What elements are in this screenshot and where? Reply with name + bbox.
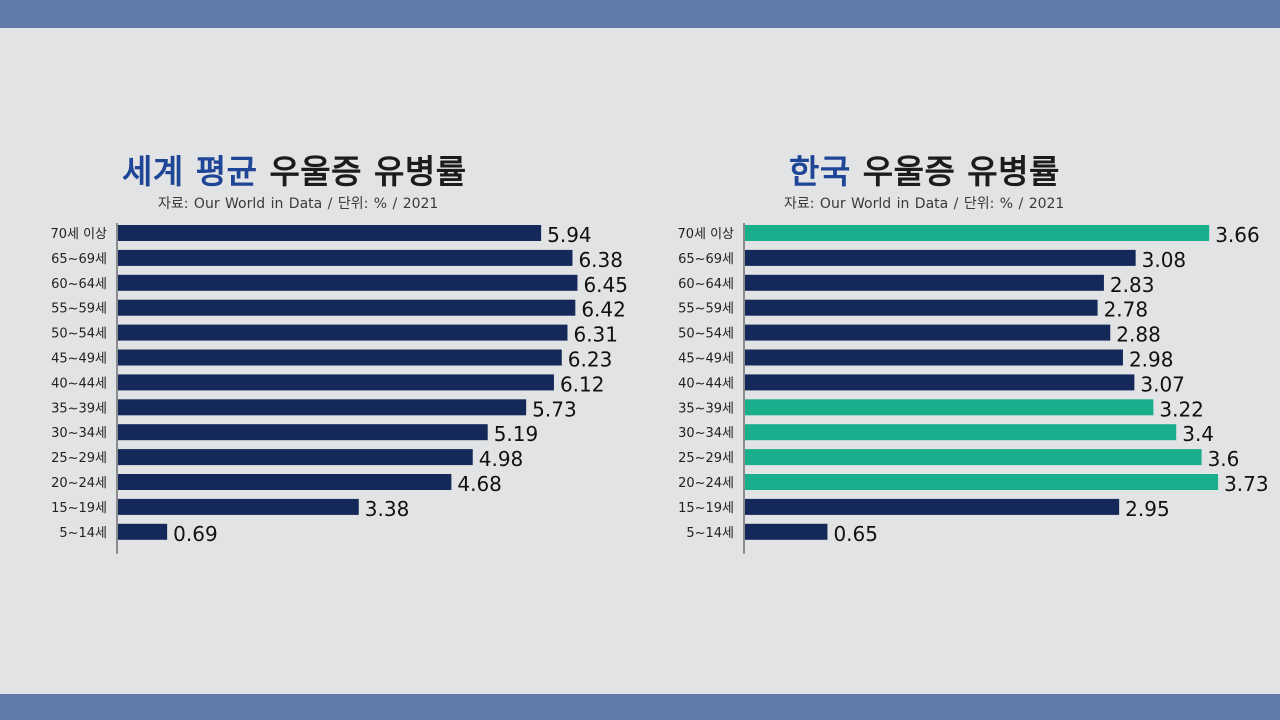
category-label: 25~29세 — [51, 451, 107, 466]
category-label: 15~19세 — [51, 501, 107, 516]
right-title-rest: 우울증 유병률 — [862, 152, 1060, 191]
value-label: 5.73 — [532, 397, 577, 421]
category-label: 60~64세 — [678, 277, 734, 292]
value-label: 4.68 — [457, 472, 502, 496]
bar — [745, 374, 1135, 391]
value-label: 3.08 — [1142, 248, 1187, 272]
value-label: 3.07 — [1140, 372, 1185, 396]
category-label: 25~29세 — [678, 451, 734, 466]
category-label: 30~34세 — [678, 426, 734, 441]
bottom-band — [0, 694, 1280, 720]
value-label: 2.88 — [1116, 323, 1161, 347]
value-label: 6.45 — [583, 273, 628, 297]
value-label: 3.66 — [1215, 223, 1260, 247]
bar — [118, 449, 473, 466]
category-label: 50~54세 — [51, 327, 107, 342]
category-label: 5~14세 — [59, 526, 107, 541]
bar — [745, 225, 1210, 241]
bar — [745, 498, 1120, 515]
category-label: 45~49세 — [678, 352, 734, 367]
bar — [118, 399, 527, 416]
value-label: 6.23 — [568, 348, 613, 372]
right-title-accent: 한국 — [789, 152, 851, 191]
value-label: 6.38 — [578, 248, 623, 272]
bar — [118, 424, 488, 441]
value-label: 4.98 — [479, 447, 524, 471]
value-label: 5.94 — [547, 223, 592, 247]
value-label: 3.4 — [1182, 422, 1214, 446]
value-label: 2.95 — [1125, 497, 1170, 521]
value-label: 0.69 — [173, 522, 218, 546]
value-label: 3.38 — [365, 497, 410, 521]
bar — [118, 349, 562, 366]
bar — [745, 249, 1136, 266]
category-label: 55~59세 — [678, 302, 734, 317]
value-label: 6.31 — [573, 323, 618, 347]
bar — [745, 523, 828, 540]
category-label: 15~19세 — [678, 501, 734, 516]
bar — [118, 324, 568, 341]
value-label: 2.78 — [1104, 298, 1149, 322]
category-label: 20~24세 — [51, 476, 107, 491]
bar — [118, 474, 452, 490]
category-label: 30~34세 — [51, 426, 107, 441]
category-label: 5~14세 — [686, 526, 734, 541]
left-title-accent: 세계 평균 — [122, 152, 258, 191]
left-bar-chart: 70세 이상 5.94 65~69세 6.38 60~64세 6.45 55~59세 6.42… — [50, 223, 628, 554]
bar — [118, 523, 168, 540]
bar — [745, 399, 1154, 416]
category-label: 70세 이상 — [50, 227, 107, 242]
bar — [745, 274, 1104, 291]
value-label: 5.19 — [494, 422, 539, 446]
category-label: 40~44세 — [51, 376, 107, 391]
bar — [118, 225, 542, 241]
category-label: 20~24세 — [678, 476, 734, 491]
bar — [745, 349, 1123, 366]
bar — [745, 449, 1202, 466]
category-label: 35~39세 — [678, 401, 734, 416]
value-label: 2.98 — [1129, 348, 1174, 372]
bar — [118, 498, 359, 515]
left-title-rest: 우울증 유병률 — [269, 152, 467, 191]
bar — [118, 274, 578, 291]
top-band — [0, 0, 1280, 28]
value-label: 3.22 — [1159, 397, 1204, 421]
category-label: 40~44세 — [678, 376, 734, 391]
right-bar-chart: 70세 이상 3.66 65~69세 3.08 60~64세 2.83 55~59세 2.78… — [677, 223, 1269, 554]
bar — [118, 299, 576, 316]
category-label: 45~49세 — [51, 352, 107, 367]
category-label: 65~69세 — [51, 252, 107, 267]
bar — [118, 374, 554, 391]
value-label: 3.73 — [1224, 472, 1269, 496]
bar — [118, 249, 573, 266]
category-label: 65~69세 — [678, 252, 734, 267]
left-chart-subtitle: 자료: Our World in Data / 단위: % / 2021 — [158, 196, 439, 212]
right-chart-title: 한국 우울증 유병률 — [789, 148, 1060, 196]
bar — [745, 424, 1177, 441]
value-label: 6.12 — [560, 372, 605, 396]
category-label: 50~54세 — [678, 327, 734, 342]
bar — [745, 324, 1111, 341]
category-label: 70세 이상 — [677, 227, 734, 242]
value-label: 0.65 — [833, 522, 878, 546]
category-label: 55~59세 — [51, 302, 107, 317]
right-chart-subtitle: 자료: Our World in Data / 단위: % / 2021 — [784, 196, 1065, 212]
category-label: 35~39세 — [51, 401, 107, 416]
category-label: 60~64세 — [51, 277, 107, 292]
bar — [745, 474, 1219, 490]
value-label: 2.83 — [1110, 273, 1155, 297]
value-label: 6.42 — [581, 298, 626, 322]
bar — [745, 299, 1098, 316]
value-label: 3.6 — [1208, 447, 1240, 471]
left-chart-title: 세계 평균 우울증 유병률 — [122, 148, 467, 196]
